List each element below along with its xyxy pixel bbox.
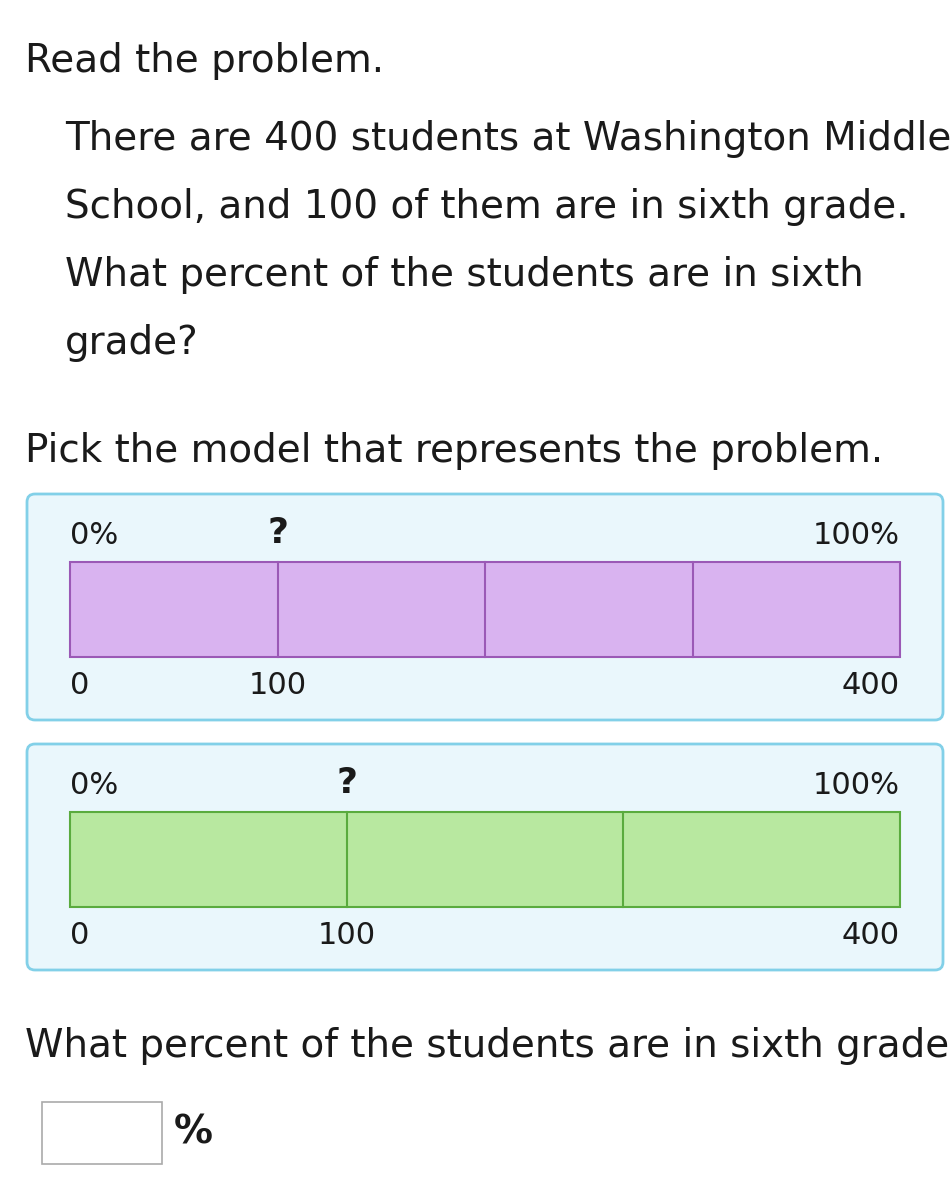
Text: 100%: 100% bbox=[813, 770, 900, 800]
Text: 100%: 100% bbox=[813, 521, 900, 550]
Text: School, and 100 of them are in sixth grade.: School, and 100 of them are in sixth gra… bbox=[65, 188, 908, 226]
Text: 100: 100 bbox=[318, 922, 376, 950]
Text: Read the problem.: Read the problem. bbox=[25, 42, 384, 80]
FancyBboxPatch shape bbox=[27, 744, 943, 970]
Text: 0%: 0% bbox=[70, 770, 118, 800]
Bar bbox=[70, 812, 900, 907]
Text: ?: ? bbox=[336, 766, 357, 800]
Bar bbox=[70, 562, 900, 658]
Text: %: % bbox=[174, 1114, 213, 1152]
Text: 0: 0 bbox=[70, 671, 89, 700]
Text: ?: ? bbox=[267, 516, 288, 550]
FancyBboxPatch shape bbox=[27, 494, 943, 720]
Text: 0%: 0% bbox=[70, 521, 118, 550]
Text: There are 400 students at Washington Middle: There are 400 students at Washington Mid… bbox=[65, 120, 951, 158]
Text: Pick the model that represents the problem.: Pick the model that represents the probl… bbox=[25, 432, 883, 470]
Text: 400: 400 bbox=[842, 922, 900, 950]
Text: 100: 100 bbox=[248, 671, 307, 700]
Text: 400: 400 bbox=[842, 671, 900, 700]
Text: What percent of the students are in sixth grade?: What percent of the students are in sixt… bbox=[25, 1027, 952, 1066]
Bar bbox=[42, 1102, 162, 1164]
Text: grade?: grade? bbox=[65, 324, 199, 362]
Text: What percent of the students are in sixth: What percent of the students are in sixt… bbox=[65, 256, 863, 294]
Text: 0: 0 bbox=[70, 922, 89, 950]
